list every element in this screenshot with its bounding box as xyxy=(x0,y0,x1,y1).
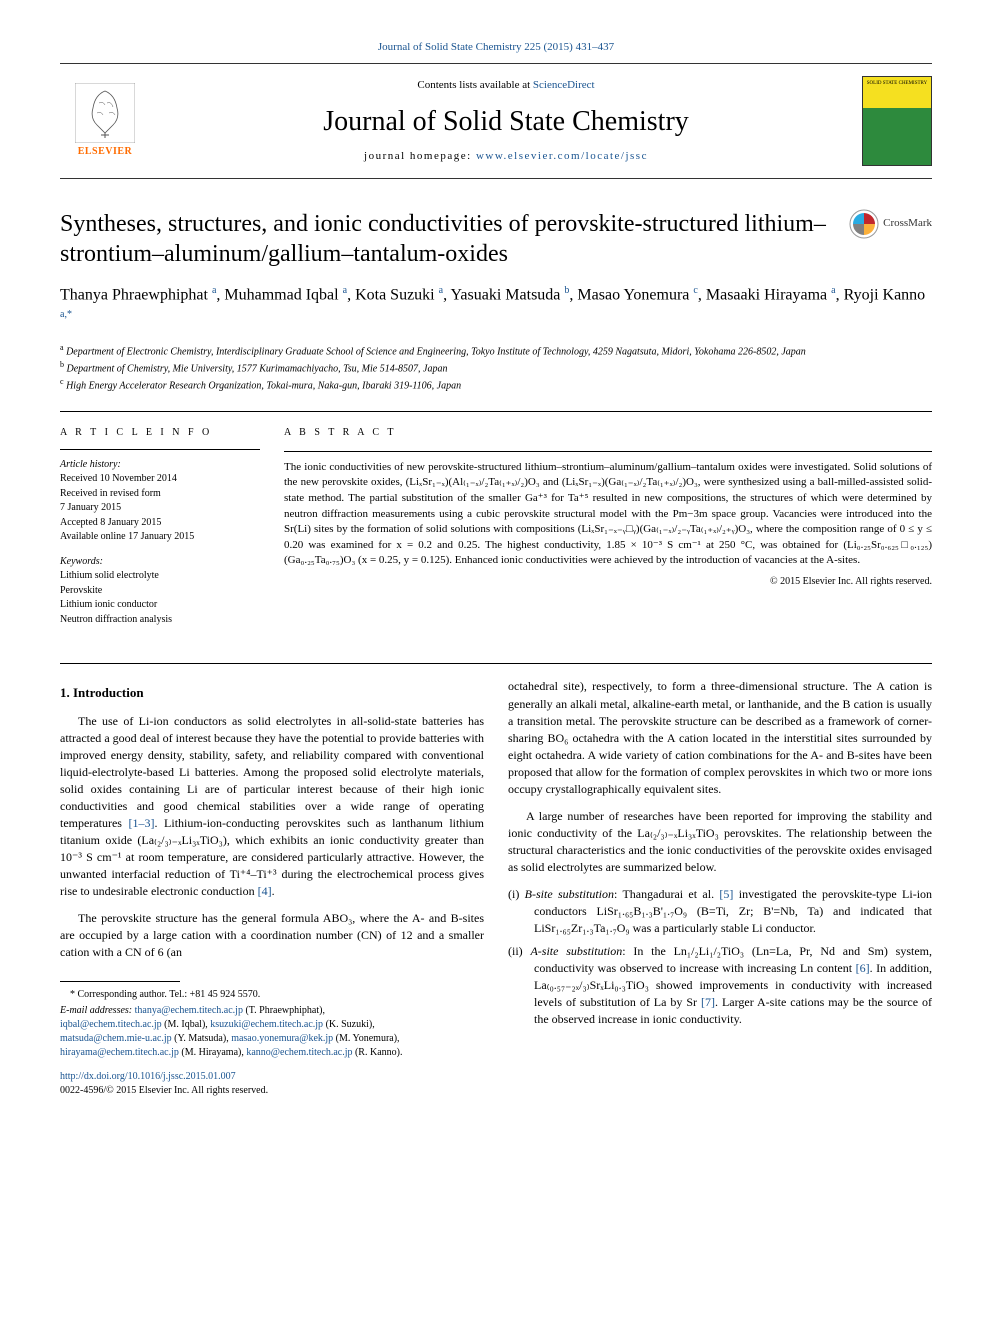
intro-p4: A large number of researches have been r… xyxy=(508,808,932,876)
elsevier-logo: ELSEVIER xyxy=(60,83,150,159)
corresponding-author: * Corresponding author. Tel.: +81 45 924… xyxy=(60,988,484,1002)
crossmark-label: CrossMark xyxy=(883,216,932,231)
ref-6[interactable]: [6] xyxy=(856,961,870,975)
journal-block: Contents lists available at ScienceDirec… xyxy=(150,78,862,163)
abstract-text: The ionic conductivities of new perovski… xyxy=(284,460,932,569)
keywords-block: Keywords: Lithium solid electrolytePerov… xyxy=(60,555,260,628)
footnote-separator xyxy=(60,981,180,982)
citation-link[interactable]: Journal of Solid State Chemistry 225 (20… xyxy=(378,41,614,53)
abstract-heading: A B S T R A C T xyxy=(284,426,932,440)
affiliations: a Department of Electronic Chemistry, In… xyxy=(60,342,932,394)
keywords-label: Keywords: xyxy=(60,556,103,567)
doi-link[interactable]: http://dx.doi.org/10.1016/j.jssc.2015.01… xyxy=(60,1071,236,1082)
crossmark-badge[interactable]: CrossMark xyxy=(849,209,932,239)
info-abstract-row: A R T I C L E I N F O Article history: R… xyxy=(60,426,932,637)
ref-1-3[interactable]: [1–3] xyxy=(129,816,155,830)
journal-name: Journal of Solid State Chemistry xyxy=(150,103,862,141)
divider-2 xyxy=(60,663,932,664)
info-divider xyxy=(60,449,260,450)
list-item-ii: (ii) A-site substitution: In the Ln₁/₂Li… xyxy=(508,943,932,1028)
info-heading: A R T I C L E I N F O xyxy=(60,426,260,441)
homepage-prefix: journal homepage: xyxy=(364,150,476,162)
authors: Thanya Phraewphiphat a, Muhammad Iqbal a… xyxy=(60,283,932,332)
journal-header: ELSEVIER Contents lists available at Sci… xyxy=(60,63,932,179)
list-item-i: (i) B-site substitution: Thangadurai et … xyxy=(508,886,932,937)
ref-4[interactable]: [4] xyxy=(258,884,272,898)
doi-block: http://dx.doi.org/10.1016/j.jssc.2015.01… xyxy=(60,1070,484,1098)
contents-prefix: Contents lists available at xyxy=(417,79,532,91)
footnotes: * Corresponding author. Tel.: +81 45 924… xyxy=(60,988,484,1098)
article-info: A R T I C L E I N F O Article history: R… xyxy=(60,426,260,637)
body-columns: 1. Introduction The use of Li-ion conduc… xyxy=(60,678,932,1098)
issn-copyright: 0022-4596/© 2015 Elsevier Inc. All right… xyxy=(60,1085,268,1096)
intro-p1: The use of Li-ion conductors as solid el… xyxy=(60,713,484,900)
homepage-link[interactable]: www.elsevier.com/locate/jssc xyxy=(476,150,648,162)
elsevier-tree-icon xyxy=(75,83,135,143)
history-label: Article history: xyxy=(60,459,121,470)
abstract-copyright: © 2015 Elsevier Inc. All rights reserved… xyxy=(284,575,932,589)
abstract: A B S T R A C T The ionic conductivities… xyxy=(284,426,932,637)
divider xyxy=(60,411,932,412)
elsevier-label: ELSEVIER xyxy=(78,145,133,159)
abstract-divider xyxy=(284,451,932,452)
sciencedirect-link[interactable]: ScienceDirect xyxy=(533,79,595,91)
journal-citation: Journal of Solid State Chemistry 225 (20… xyxy=(60,40,932,55)
intro-p3: octahedral site), respectively, to form … xyxy=(508,678,932,797)
email-addresses: E-mail addresses: thanya@echem.titech.ac… xyxy=(60,1004,484,1060)
contents-line: Contents lists available at ScienceDirec… xyxy=(150,78,862,93)
crossmark-icon xyxy=(849,209,879,239)
article-title: Syntheses, structures, and ionic conduct… xyxy=(60,209,849,269)
journal-cover-thumb: SOLID STATE CHEMISTRY xyxy=(862,76,932,166)
intro-p2: The perovskite structure has the general… xyxy=(60,910,484,961)
intro-heading: 1. Introduction xyxy=(60,684,484,702)
homepage-line: journal homepage: www.elsevier.com/locat… xyxy=(150,149,862,164)
keywords-lines: Lithium solid electrolytePerovskiteLithi… xyxy=(60,570,172,625)
ref-5[interactable]: [5] xyxy=(719,887,733,901)
ref-7[interactable]: [7] xyxy=(701,995,715,1009)
history-block: Article history: Received 10 November 20… xyxy=(60,458,260,545)
cover-label: SOLID STATE CHEMISTRY xyxy=(867,81,927,87)
title-row: Syntheses, structures, and ionic conduct… xyxy=(60,209,932,269)
history-lines: Received 10 November 2014Received in rev… xyxy=(60,473,194,542)
